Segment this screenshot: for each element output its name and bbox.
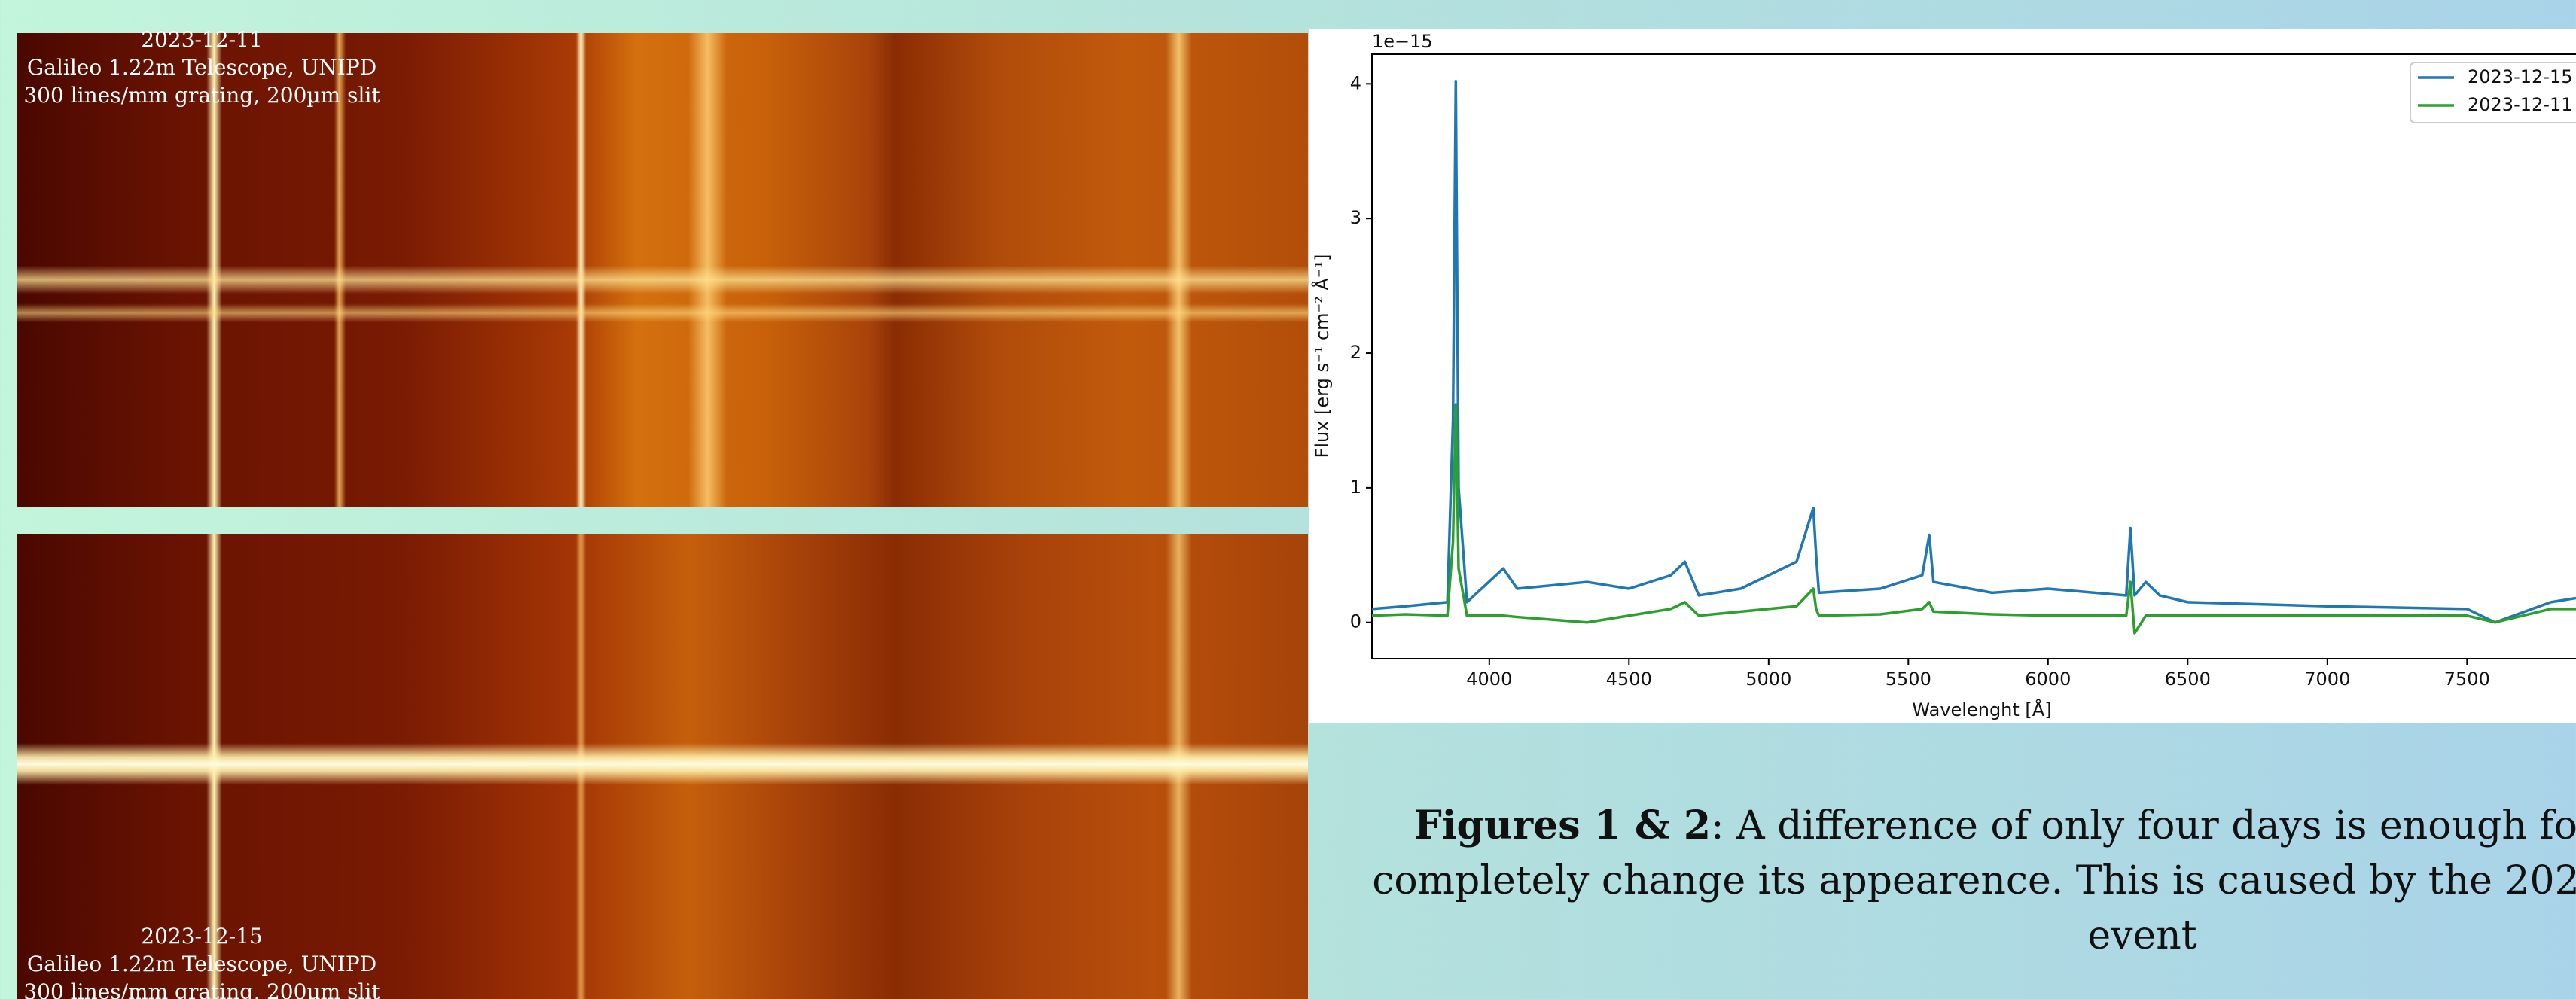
x-tick-label: 6000: [2025, 669, 2071, 690]
caption-bold: Figures 1 & 2: [1413, 803, 1712, 848]
y-tick-label: 4: [1350, 72, 1361, 93]
panel-label: 2023-12-11 Galileo 1.22m Telescope, UNIP…: [14, 26, 390, 109]
setup: 300 lines/mm grating, 200µm slit: [23, 83, 380, 108]
x-tick-label: 7000: [2304, 669, 2350, 690]
date: 2023-12-11: [141, 27, 263, 52]
panel-label: 2023-12-15 Galileo 1.22m Telescope, UNIP…: [14, 922, 390, 999]
legend-label: 2023-12-11: [2468, 94, 2572, 115]
chart-background: [1309, 29, 2576, 723]
telescope: Galileo 1.22m Telescope, UNIPD: [26, 55, 377, 80]
x-axis-label: Wavelenght [Å]: [1912, 699, 2051, 720]
y-tick-label: 2: [1350, 342, 1361, 363]
caption: Figures 1 & 2: A difference of only four…: [1314, 798, 2576, 964]
x-tick-label: 5500: [1886, 669, 1931, 690]
series-line: [1371, 403, 2576, 635]
x-tick-label: 4500: [1606, 669, 1652, 690]
spectrum-image: 2023-12-11 Galileo 1.22m Telescope, UNIP…: [17, 27, 1308, 507]
y-tick-label: 0: [1350, 611, 1361, 632]
caption-text: : A difference of only four days is enou…: [1372, 803, 2576, 958]
axes-frame: [1371, 53, 2576, 659]
date: 2023-12-15: [141, 924, 263, 949]
series-line: [1371, 80, 2576, 624]
x-tick-label: 5000: [1745, 669, 1791, 690]
y-axis-label: Flux [erg s⁻¹ cm⁻² Å⁻¹]: [1311, 254, 1333, 458]
y-tick-label: 3: [1350, 207, 1361, 228]
x-tick-label: 4000: [1466, 669, 1512, 690]
y-tick-label: 1: [1350, 477, 1361, 498]
caption-box: Figures 1 & 2: A difference of only four…: [1314, 798, 2576, 999]
x-tick-label: 6500: [2165, 669, 2211, 690]
x-tick-label: 7500: [2444, 669, 2490, 690]
spectrum-image: 2023-12-15 Galileo 1.22m Telescope, UNIP…: [17, 534, 1308, 999]
telescope: Galileo 1.22m Telescope, UNIPD: [26, 952, 377, 976]
legend-label: 2023-12-15: [2468, 66, 2572, 87]
setup: 300 lines/mm grating, 200µm slit: [23, 979, 380, 999]
offset-label: 1e−15: [1372, 31, 1433, 52]
